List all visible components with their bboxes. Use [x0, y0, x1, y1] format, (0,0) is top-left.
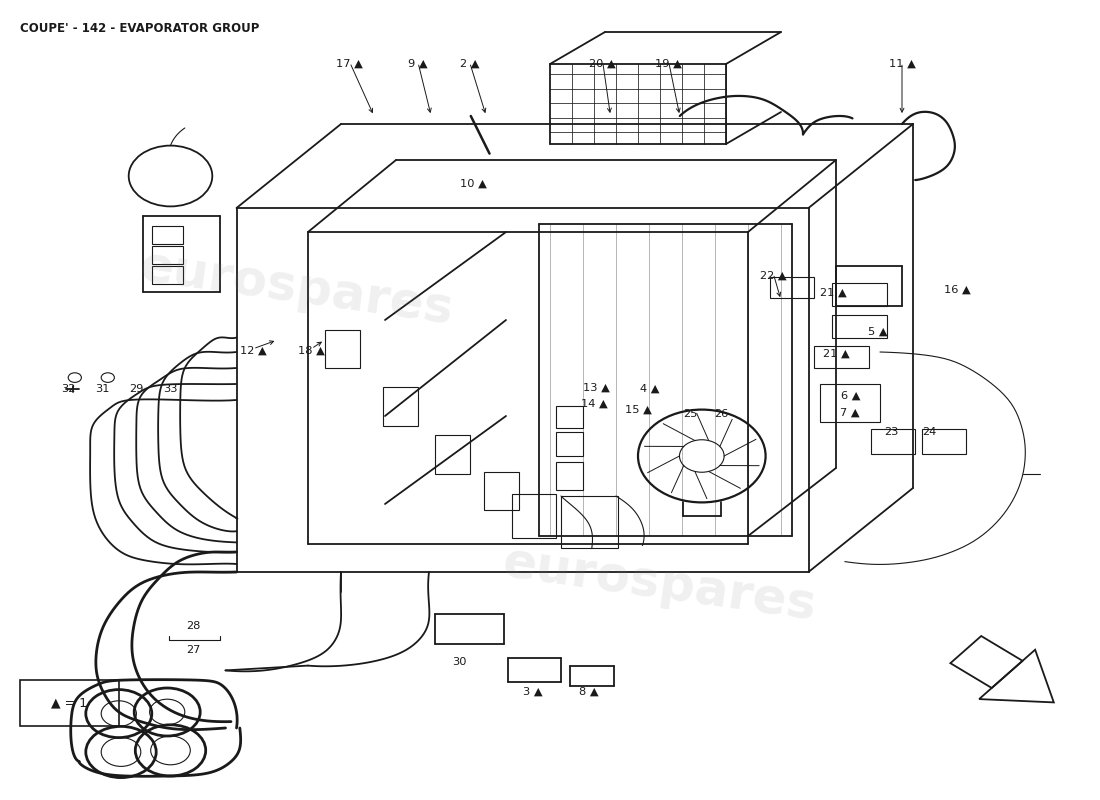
Text: 21 ▲: 21 ▲: [823, 349, 849, 358]
Text: 3 ▲: 3 ▲: [522, 686, 542, 696]
Bar: [484, 472, 519, 510]
Text: 11 ▲: 11 ▲: [889, 58, 915, 68]
Text: 27: 27: [186, 645, 201, 654]
Text: 4 ▲: 4 ▲: [640, 384, 660, 394]
Text: 17 ▲: 17 ▲: [337, 58, 363, 68]
Text: 9 ▲: 9 ▲: [408, 58, 428, 68]
Text: 20 ▲: 20 ▲: [590, 58, 616, 68]
Text: 26: 26: [715, 410, 728, 419]
Bar: [152, 226, 183, 244]
Bar: [556, 462, 583, 490]
Bar: [871, 429, 915, 454]
Bar: [770, 277, 814, 298]
Text: 33: 33: [163, 384, 178, 394]
Bar: [561, 496, 618, 548]
Text: 14 ▲: 14 ▲: [581, 398, 607, 408]
Text: 23: 23: [883, 427, 899, 437]
Text: 19 ▲: 19 ▲: [656, 58, 682, 68]
Bar: [152, 266, 183, 284]
Text: 18 ▲: 18 ▲: [298, 346, 324, 355]
Bar: [324, 330, 360, 368]
Text: eurospares: eurospares: [138, 242, 456, 334]
Bar: [434, 435, 470, 474]
Text: 30: 30: [452, 658, 468, 667]
Bar: [512, 494, 556, 538]
Text: 29: 29: [129, 384, 144, 394]
Text: 8 ▲: 8 ▲: [579, 686, 598, 696]
Text: eurospares: eurospares: [500, 538, 820, 630]
Bar: [820, 384, 880, 422]
Bar: [832, 283, 887, 306]
Text: 16 ▲: 16 ▲: [944, 285, 970, 294]
Text: 21 ▲: 21 ▲: [821, 288, 847, 298]
Bar: [383, 387, 418, 426]
Text: 25: 25: [683, 410, 698, 419]
Text: 10 ▲: 10 ▲: [460, 179, 486, 189]
Bar: [20, 680, 119, 726]
Text: 13 ▲: 13 ▲: [583, 382, 609, 392]
Text: 22 ▲: 22 ▲: [760, 270, 786, 280]
Text: 31: 31: [95, 384, 110, 394]
Text: 12 ▲: 12 ▲: [240, 346, 266, 355]
Text: 15 ▲: 15 ▲: [625, 405, 651, 414]
Bar: [152, 246, 183, 264]
Bar: [832, 315, 887, 338]
Text: 5 ▲: 5 ▲: [868, 326, 888, 336]
Bar: [922, 429, 966, 454]
Text: ▲ = 1: ▲ = 1: [52, 697, 87, 710]
Bar: [814, 346, 869, 368]
Text: COUPE' - 142 - EVAPORATOR GROUP: COUPE' - 142 - EVAPORATOR GROUP: [20, 22, 260, 35]
Text: 7 ▲: 7 ▲: [840, 408, 860, 418]
Text: 24: 24: [923, 427, 936, 437]
Text: 6 ▲: 6 ▲: [840, 390, 860, 400]
Text: 28: 28: [186, 621, 201, 630]
Bar: [556, 406, 583, 428]
Text: 2 ▲: 2 ▲: [460, 58, 480, 68]
Bar: [556, 432, 583, 456]
Text: 32: 32: [60, 384, 76, 394]
